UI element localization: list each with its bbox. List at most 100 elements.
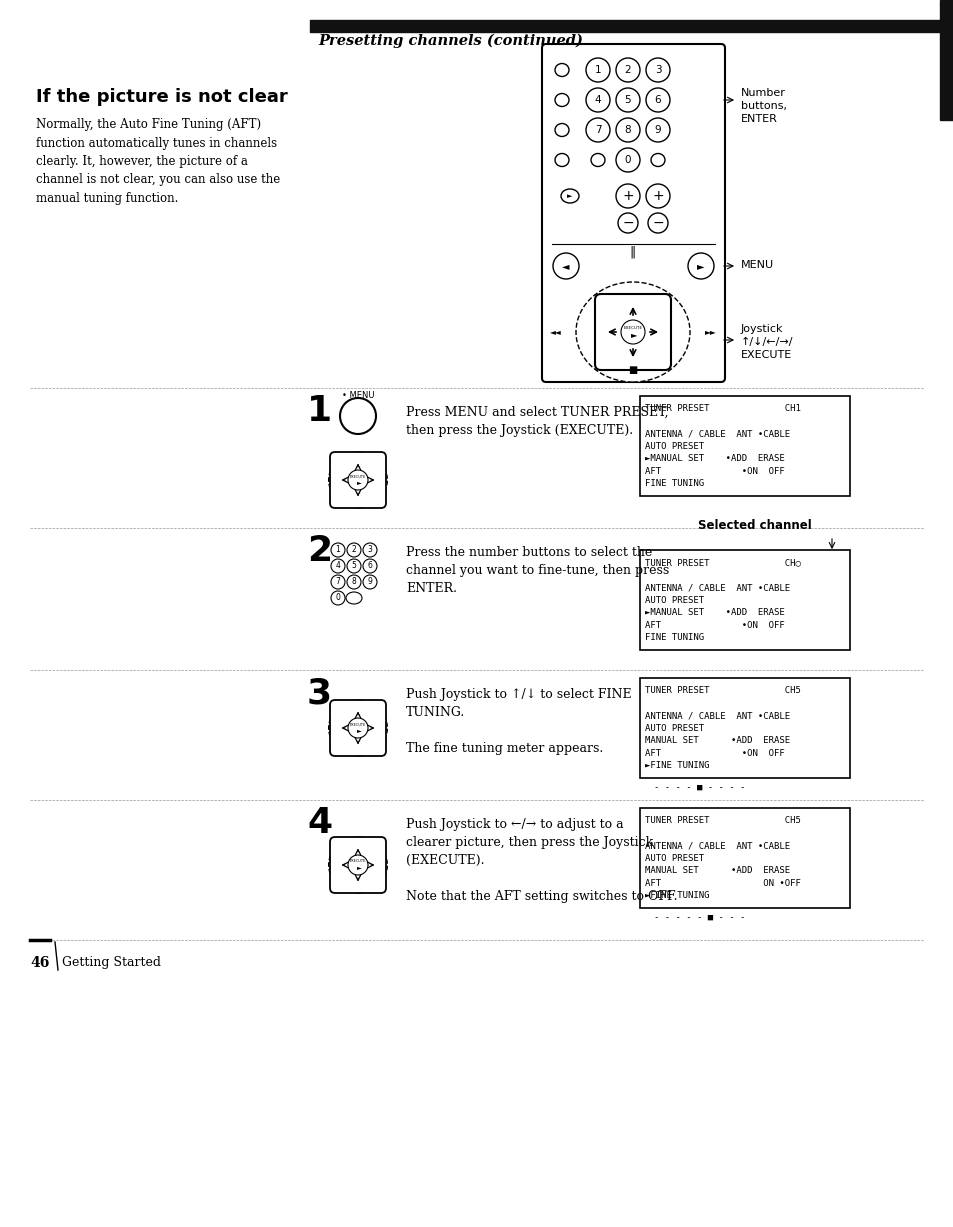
Text: 1: 1 xyxy=(307,394,332,428)
Text: ■: ■ xyxy=(628,364,637,375)
Ellipse shape xyxy=(590,153,604,167)
Circle shape xyxy=(645,58,669,82)
Text: +: + xyxy=(621,189,633,202)
Text: Number
buttons,
ENTER: Number buttons, ENTER xyxy=(740,88,786,124)
Text: 6: 6 xyxy=(367,562,372,571)
Text: Press the number buttons to select the
channel you want to fine-tune, then press: Press the number buttons to select the c… xyxy=(406,546,669,595)
Text: EXECUTE: EXECUTE xyxy=(350,859,366,864)
Circle shape xyxy=(645,88,669,112)
Circle shape xyxy=(363,575,376,589)
Text: 1: 1 xyxy=(594,65,600,75)
Ellipse shape xyxy=(555,153,568,167)
Circle shape xyxy=(645,118,669,142)
Circle shape xyxy=(339,398,375,434)
Text: 4: 4 xyxy=(307,806,332,840)
Text: ►: ► xyxy=(356,480,361,485)
Text: TUNER PRESET              CH5: TUNER PRESET CH5 xyxy=(644,686,800,694)
Circle shape xyxy=(331,591,345,605)
Text: 3: 3 xyxy=(654,65,660,75)
Text: 9: 9 xyxy=(367,578,372,587)
Text: 2: 2 xyxy=(352,546,356,555)
Text: Presetting channels (continued): Presetting channels (continued) xyxy=(317,33,582,48)
Text: ►: ► xyxy=(356,865,361,870)
Text: ANTENNA / CABLE  ANT •CABLE: ANTENNA / CABLE ANT •CABLE xyxy=(644,840,789,850)
Text: Push Joystick to ←/→ to adjust to a
clearer picture, then press the Joystick
(EX: Push Joystick to ←/→ to adjust to a clea… xyxy=(406,818,677,903)
Circle shape xyxy=(585,118,609,142)
Text: ►: ► xyxy=(630,330,637,340)
Text: 8: 8 xyxy=(624,125,631,135)
Ellipse shape xyxy=(650,153,664,167)
Text: FINE TUNING: FINE TUNING xyxy=(644,480,703,488)
Text: 46: 46 xyxy=(30,956,50,971)
Text: Push Joystick to ↑/↓ to select FINE
TUNING.

The fine tuning meter appears.: Push Joystick to ↑/↓ to select FINE TUNI… xyxy=(406,688,631,755)
Ellipse shape xyxy=(560,189,578,202)
Circle shape xyxy=(620,320,644,344)
Text: Normally, the Auto Fine Tuning (AFT)
function automatically tunes in channels
cl: Normally, the Auto Fine Tuning (AFT) fun… xyxy=(36,118,280,205)
Text: ►FINE TUNING: ►FINE TUNING xyxy=(644,761,709,771)
Text: ►►: ►► xyxy=(704,328,716,336)
Text: AUTO PRESET: AUTO PRESET xyxy=(644,442,703,450)
Text: +: + xyxy=(652,189,663,202)
Ellipse shape xyxy=(555,64,568,76)
Text: • MENU: • MENU xyxy=(341,391,375,400)
Circle shape xyxy=(348,855,368,875)
Text: 1: 1 xyxy=(335,546,340,555)
Text: 7: 7 xyxy=(594,125,600,135)
Circle shape xyxy=(347,575,360,589)
Text: AFT               •ON  OFF: AFT •ON OFF xyxy=(644,748,784,758)
Circle shape xyxy=(616,148,639,172)
Text: 9: 9 xyxy=(654,125,660,135)
Circle shape xyxy=(331,560,345,573)
Text: AUTO PRESET: AUTO PRESET xyxy=(644,724,703,733)
Text: ANTENNA / CABLE  ANT •CABLE: ANTENNA / CABLE ANT •CABLE xyxy=(644,583,789,593)
Text: FINE TUNING: FINE TUNING xyxy=(644,633,703,642)
Text: TUNER PRESET              CH○: TUNER PRESET CH○ xyxy=(644,558,800,567)
Circle shape xyxy=(331,544,345,557)
Text: ►: ► xyxy=(697,261,704,271)
Text: 7: 7 xyxy=(335,578,340,587)
Text: ►: ► xyxy=(356,728,361,733)
Ellipse shape xyxy=(328,699,387,756)
Bar xyxy=(639,809,849,908)
FancyBboxPatch shape xyxy=(541,44,724,382)
Circle shape xyxy=(347,544,360,557)
Text: 4: 4 xyxy=(594,94,600,106)
Ellipse shape xyxy=(576,282,689,382)
Text: 6: 6 xyxy=(654,94,660,106)
Text: AFT               •ON  OFF: AFT •ON OFF xyxy=(644,466,784,476)
Text: ►MANUAL SET    •ADD  ERASE: ►MANUAL SET •ADD ERASE xyxy=(644,609,784,617)
Text: MENU: MENU xyxy=(740,260,773,270)
Text: Joystick
↑/↓/←/→/
EXECUTE: Joystick ↑/↓/←/→/ EXECUTE xyxy=(740,324,793,361)
Bar xyxy=(639,396,849,496)
Ellipse shape xyxy=(328,452,387,508)
Ellipse shape xyxy=(555,93,568,107)
Bar xyxy=(639,679,849,778)
Circle shape xyxy=(348,718,368,737)
Text: −: − xyxy=(652,216,663,229)
Circle shape xyxy=(645,184,669,209)
Circle shape xyxy=(616,118,639,142)
Text: 5: 5 xyxy=(624,94,631,106)
Text: ►FINE TUNING: ►FINE TUNING xyxy=(644,891,709,901)
Text: EXECUTE: EXECUTE xyxy=(350,723,366,726)
Text: 0: 0 xyxy=(335,594,340,602)
Text: ◄◄: ◄◄ xyxy=(550,328,561,336)
Circle shape xyxy=(553,253,578,279)
Text: Selected channel: Selected channel xyxy=(698,519,811,533)
Text: MANUAL SET      •ADD  ERASE: MANUAL SET •ADD ERASE xyxy=(644,736,789,745)
Text: - - - - ■ - - - -: - - - - ■ - - - - xyxy=(654,783,744,791)
Text: MANUAL SET      •ADD  ERASE: MANUAL SET •ADD ERASE xyxy=(644,866,789,875)
Ellipse shape xyxy=(555,124,568,136)
Ellipse shape xyxy=(328,837,387,893)
Circle shape xyxy=(585,58,609,82)
Text: 0: 0 xyxy=(624,155,631,164)
Text: 5: 5 xyxy=(352,562,356,571)
Text: ANTENNA / CABLE  ANT •CABLE: ANTENNA / CABLE ANT •CABLE xyxy=(644,710,789,720)
Text: −: − xyxy=(621,216,633,229)
Text: TUNER PRESET              CH1: TUNER PRESET CH1 xyxy=(644,404,800,413)
Text: 8: 8 xyxy=(352,578,356,587)
Bar xyxy=(310,20,939,32)
Text: EXECUTE: EXECUTE xyxy=(350,475,366,479)
Circle shape xyxy=(616,88,639,112)
Text: - - - - - ■ - - -: - - - - - ■ - - - xyxy=(654,913,744,921)
